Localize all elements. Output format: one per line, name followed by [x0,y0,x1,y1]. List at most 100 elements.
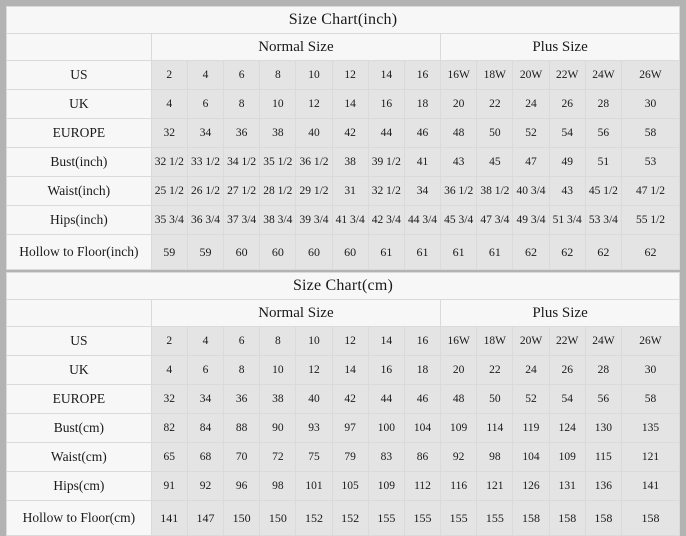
table-cell: 32 1/2 [150,147,188,177]
table-cell: 18 [403,89,442,119]
row-label: Bust(cm) [6,413,152,443]
table-cell: 75 [295,442,333,472]
table-cell: 50 [476,384,514,414]
table-cell: 40 [295,384,333,414]
row-label: EUROPE [6,118,152,148]
table-row: US 2 4 6 8 10 12 14 16 16W 18W 20W 22W 24W 26W [6,326,681,356]
group-header-blank [6,299,152,327]
table-row: Bust(cm) 82 84 88 90 93 97 100 104 109 114 119 124 13… [6,413,681,443]
table-cell: 34 1/2 [223,147,261,177]
table-cell: 119 [512,413,550,443]
table-cell: 100 [367,413,405,443]
table-cell: 32 1/2 [367,176,405,206]
size-table: Size Chart(inch) Normal Size Plus Size US 2 4… [6,6,681,270]
table-cell: 8 [223,89,261,119]
table-cell: 121 [620,442,681,472]
table-cell: 35 3/4 [150,205,188,235]
group-header: Plus Size [440,299,680,327]
table-cell: 22 [476,89,514,119]
table-cell: 155 [403,500,442,536]
table-cell: 6 [223,60,261,90]
table-cell: 51 3/4 [548,205,586,235]
table-cell: 48 [440,384,478,414]
table-cell: 42 [331,384,369,414]
table-cell: 26W [620,60,681,90]
table-cell: 114 [476,413,514,443]
table-cell: 155 [476,500,514,536]
table-row: Hollow to Floor(inch) 59 59 60 60 60 60 61 61 61 6… [6,234,681,270]
table-cell: 4 [186,60,225,90]
table-cell: 54 [548,118,586,148]
table-cell: 92 [440,442,478,472]
table-row: US 2 4 6 8 10 12 14 16 16W 18W 20W 22W 24W 26W [6,60,681,90]
row-label: Hips(inch) [6,205,152,235]
table-cell: 56 [584,118,622,148]
table-cell: 92 [186,471,225,501]
table-cell: 48 [440,118,478,148]
table-cell: 30 [620,355,681,385]
table-cell: 158 [548,500,586,536]
table-cell: 98 [476,442,514,472]
table-cell: 96 [223,471,261,501]
table-cell: 10 [295,326,333,356]
table-cell: 109 [367,471,405,501]
table-cell: 28 [584,89,622,119]
table-cell: 60 [295,234,333,270]
table-cell: 115 [584,442,622,472]
table-cell: 2 [150,60,188,90]
table-cell: 10 [259,89,297,119]
table-cell: 158 [620,500,681,536]
table-cell: 6 [186,355,225,385]
table-cell: 152 [295,500,333,536]
group-header-blank [6,33,152,61]
table-cell: 30 [620,89,681,119]
table-cell: 33 1/2 [186,147,225,177]
table-cell: 12 [295,89,333,119]
table-cell: 28 1/2 [259,176,297,206]
table-cell: 82 [150,413,188,443]
table-cell: 42 [331,118,369,148]
table-cell: 112 [403,471,442,501]
table-cell: 16 [403,326,442,356]
table-cell: 104 [512,442,550,472]
table-cell: 121 [476,471,514,501]
table-cell: 53 3/4 [584,205,622,235]
table-cell: 26 [548,89,586,119]
table-cell: 46 [403,118,442,148]
table-cell: 24W [584,326,622,356]
table-row: UK 4 6 8 10 12 14 16 18 20 22 24 26 28 30 [6,355,681,385]
table-cell: 51 [584,147,622,177]
table-cell: 52 [512,384,550,414]
table-cell: 20W [512,60,550,90]
table-cell: 43 [548,176,586,206]
table-cell: 90 [259,413,297,443]
table-cell: 16W [440,60,478,90]
table-cell: 4 [186,326,225,356]
table-cell: 8 [259,326,297,356]
size-table: Size Chart(cm) Normal Size Plus Size US 2 4 6 8… [6,272,681,536]
size-chart-inch: Size Chart(inch) Normal Size Plus Size US 2 4… [6,6,681,270]
table-cell: 40 3/4 [512,176,550,206]
table-cell: 44 [367,384,405,414]
table-cell: 60 [331,234,369,270]
table-cell: 27 1/2 [223,176,261,206]
table-cell: 147 [186,500,225,536]
table-cell: 131 [548,471,586,501]
table-cell: 37 3/4 [223,205,261,235]
table-cell: 55 1/2 [620,205,681,235]
row-label: EUROPE [6,384,152,414]
table-row: Hips(cm) 91 92 96 98 101 105 109 112 116 121 126 131… [6,471,681,501]
table-cell: 38 1/2 [476,176,514,206]
table-cell: 70 [223,442,261,472]
table-cell: 47 [512,147,550,177]
table-cell: 36 [223,118,261,148]
table-cell: 116 [440,471,478,501]
table-cell: 101 [295,471,333,501]
table-cell: 136 [584,471,622,501]
table-cell: 61 [476,234,514,270]
table-cell: 130 [584,413,622,443]
table-cell: 84 [186,413,225,443]
table-cell: 61 [403,234,442,270]
table-cell: 43 [440,147,478,177]
